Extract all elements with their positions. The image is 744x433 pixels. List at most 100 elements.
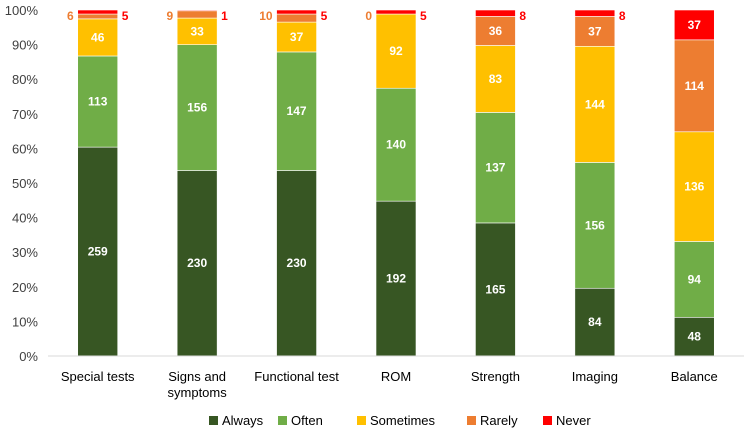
y-tick-label: 80%	[12, 72, 38, 87]
bar-segment-always	[375, 200, 417, 357]
data-label-outside: 8	[519, 9, 526, 23]
data-label: 192	[386, 272, 406, 286]
bar-segment-often	[375, 87, 417, 202]
bar-segment-never	[673, 9, 715, 41]
bar-segment-sometimes	[276, 21, 317, 53]
data-label-outside: 10	[259, 9, 273, 23]
data-label: 140	[386, 138, 406, 152]
bar-segment-often	[574, 162, 616, 289]
y-tick-label: 70%	[12, 107, 38, 122]
data-labels: 259 113 46 6 5 230 156 33 9 1 230 147 37 10 5 192 140 92 0…	[67, 9, 705, 344]
bar-segment-sometimes	[375, 13, 417, 89]
data-label: 137	[485, 161, 505, 175]
bar-segment-always	[475, 222, 516, 357]
legend-label-often: Often	[291, 413, 323, 428]
bar-segment-often	[176, 44, 218, 171]
legend-swatch-rarely	[467, 416, 476, 425]
data-label-outside: 6	[67, 9, 74, 23]
x-category-label: Special tests	[61, 369, 135, 384]
bar-segment-never	[276, 9, 317, 15]
bars	[77, 9, 715, 357]
bar-segment-never	[375, 9, 417, 15]
legend-label-never: Never	[556, 413, 591, 428]
bar-segment-rarely	[276, 13, 317, 23]
bar-segment-always	[77, 146, 119, 357]
bar-segment-often	[77, 55, 119, 148]
bar-segment-rarely	[77, 13, 119, 20]
data-label: 156	[585, 218, 605, 232]
y-tick-label: 60%	[12, 141, 38, 156]
bar-segment-always	[673, 316, 715, 357]
x-category-label: Balance	[671, 369, 718, 384]
bar-segment-rarely	[574, 16, 616, 47]
data-label-outside: 5	[321, 9, 328, 23]
data-label: 37	[290, 30, 304, 44]
legend-swatch-never	[543, 416, 552, 425]
bar-segment-sometimes	[673, 131, 715, 242]
bar-segment-never	[475, 9, 516, 17]
bar-segment-never	[176, 9, 218, 12]
y-tick-label: 40%	[12, 211, 38, 226]
bar-segment-rarely	[176, 10, 218, 19]
data-label: 37	[688, 18, 702, 32]
y-tick-label: 20%	[12, 280, 38, 295]
legend-swatch-sometimes	[357, 416, 366, 425]
y-tick-label: 30%	[12, 245, 38, 260]
legend-label-always: Always	[222, 413, 264, 428]
x-category-label: Strength	[471, 369, 520, 384]
data-label: 165	[485, 282, 505, 296]
data-label: 147	[287, 104, 307, 118]
legend: Always Often Sometimes Rarely Never	[209, 413, 591, 428]
data-label: 37	[588, 24, 602, 38]
bar-segment-always	[574, 287, 616, 357]
y-axis: 0% 10% 20% 30% 40% 50% 60% 70% 80% 90% 100%	[5, 3, 39, 364]
data-label-outside: 9	[166, 9, 173, 23]
x-category-label: symptoms	[168, 385, 228, 400]
data-label-outside: 8	[619, 9, 626, 23]
x-category-label: Imaging	[572, 369, 618, 384]
data-label: 84	[588, 315, 602, 329]
bar-segment-rarely	[475, 16, 516, 46]
data-label: 83	[489, 72, 503, 86]
data-label: 114	[685, 79, 705, 93]
data-label-outside: 5	[420, 9, 427, 23]
bar-segment-sometimes	[176, 17, 218, 45]
data-label-outside: 5	[122, 9, 129, 23]
y-tick-label: 50%	[12, 176, 38, 191]
y-tick-label: 100%	[5, 3, 39, 18]
x-category-label: Signs and	[168, 369, 226, 384]
data-label: 136	[684, 180, 704, 194]
legend-label-sometimes: Sometimes	[370, 413, 436, 428]
x-category-label: Functional test	[254, 369, 339, 384]
bar-segment-sometimes	[574, 45, 616, 163]
data-label: 92	[389, 44, 403, 58]
x-category-label: ROM	[381, 369, 411, 384]
data-label-outside: 1	[221, 9, 228, 23]
data-label: 144	[585, 97, 605, 111]
data-label-outside: 0	[365, 9, 372, 23]
data-label: 36	[489, 24, 503, 38]
y-tick-label: 90%	[12, 38, 38, 53]
data-label: 259	[88, 245, 108, 259]
data-label: 46	[91, 30, 105, 44]
data-label: 230	[287, 256, 307, 270]
y-tick-label: 0%	[19, 349, 38, 364]
y-tick-label: 10%	[12, 314, 38, 329]
legend-swatch-always	[209, 416, 218, 425]
data-label: 230	[187, 256, 207, 270]
bar-segment-never	[574, 9, 616, 17]
data-label: 156	[187, 101, 207, 115]
bar-segment-always	[176, 170, 218, 357]
legend-label-rarely: Rarely	[480, 413, 518, 428]
data-label: 113	[88, 95, 108, 109]
bar-segment-often	[276, 51, 317, 171]
bar-segment-rarely	[673, 39, 715, 133]
bar-segment-never	[77, 9, 119, 15]
data-label: 48	[688, 330, 702, 344]
data-label: 33	[190, 24, 204, 38]
legend-swatch-often	[278, 416, 287, 425]
bar-segment-sometimes	[475, 45, 516, 113]
data-label: 94	[688, 272, 702, 286]
